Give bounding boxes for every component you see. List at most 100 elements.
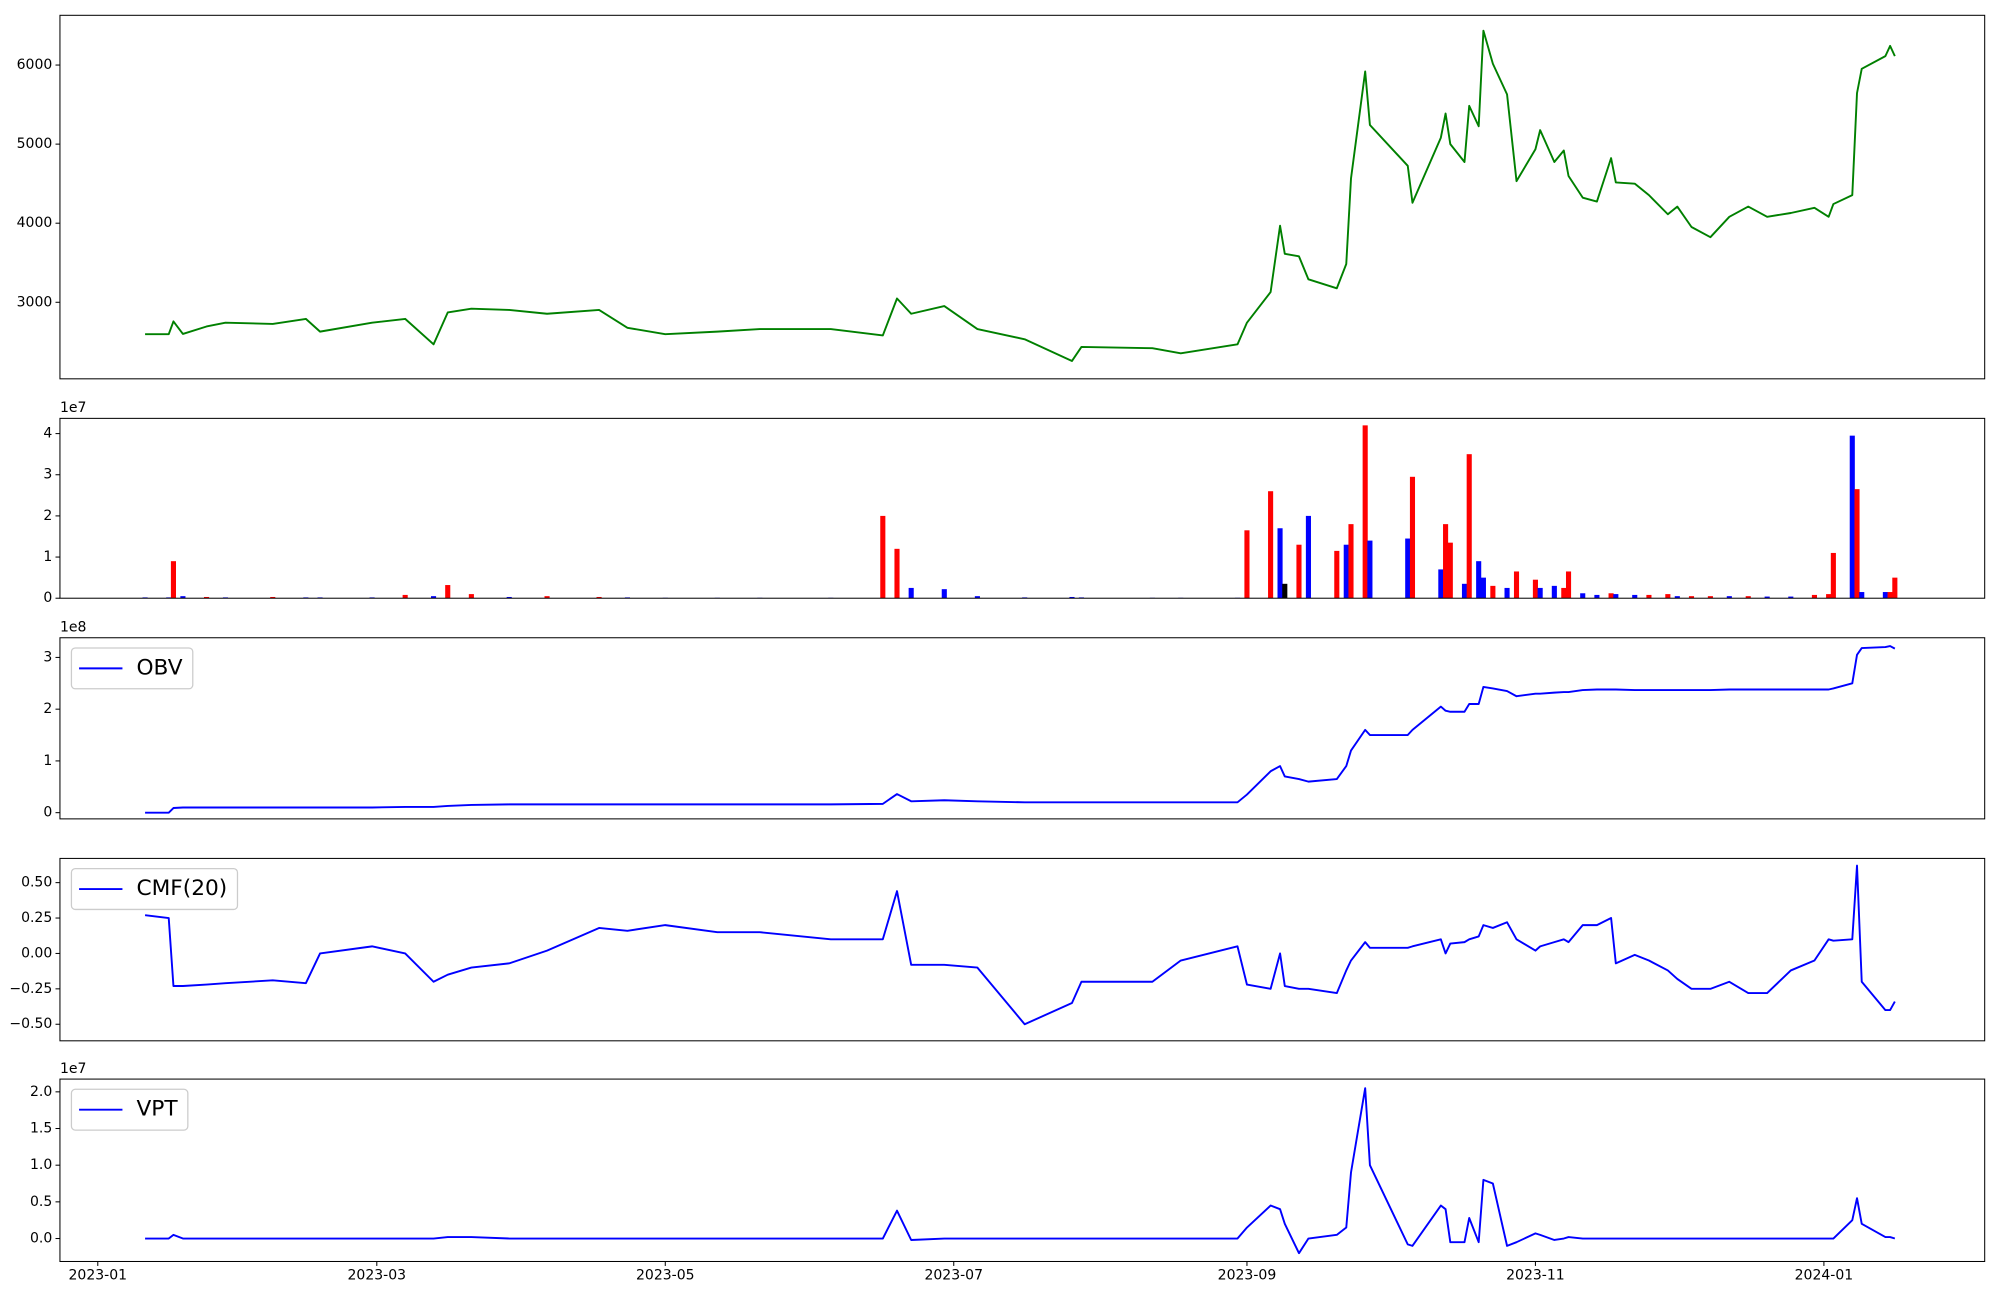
bar — [1504, 587, 1510, 599]
bar — [1707, 596, 1713, 599]
line — [145, 645, 1896, 814]
y-tick-label: 3000 — [17, 294, 53, 310]
bar — [1811, 594, 1817, 599]
bar — [204, 596, 210, 599]
x-tick-label: 2023-05 — [636, 1268, 695, 1284]
plot-frame — [59, 1078, 1986, 1262]
y-tick-label: 3 — [43, 467, 52, 483]
bar — [1296, 544, 1302, 599]
bar — [1409, 476, 1416, 599]
bar — [430, 596, 437, 599]
bar — [1069, 596, 1075, 599]
bar — [1764, 596, 1770, 599]
bar — [1892, 577, 1898, 599]
plot-frame — [59, 417, 1986, 599]
bar — [1674, 596, 1680, 599]
bar — [1826, 594, 1832, 599]
plot-area — [59, 418, 1985, 599]
bar — [1334, 550, 1340, 599]
bar — [1447, 542, 1453, 599]
line — [145, 1087, 1896, 1255]
bar — [908, 587, 914, 599]
offset-text: 1e7 — [60, 400, 86, 416]
y-tick-label: 0.25 — [21, 910, 52, 926]
y-tick-label: −0.25 — [9, 981, 52, 997]
legend-label: VPT — [136, 1097, 178, 1122]
bar — [1537, 587, 1543, 599]
bar — [1405, 538, 1411, 599]
x-tick-label: 2023-07 — [924, 1268, 983, 1284]
bar — [1613, 594, 1619, 599]
bar — [1282, 583, 1288, 599]
bar — [1561, 587, 1567, 599]
bar — [1665, 594, 1671, 599]
bar — [1882, 592, 1888, 599]
bar — [180, 596, 186, 599]
bar — [1830, 552, 1836, 599]
bar — [1490, 585, 1496, 599]
x-tick-label: 2023-03 — [348, 1268, 407, 1284]
legend-box — [70, 647, 194, 690]
y-tick-label: 1.5 — [30, 1121, 52, 1137]
bar — [1348, 524, 1354, 599]
bar — [1476, 561, 1482, 599]
bar — [1343, 544, 1349, 599]
y-tick-label: 6000 — [17, 57, 53, 73]
bar — [1565, 571, 1572, 599]
bar — [1849, 435, 1855, 599]
legend-label: OBV — [136, 655, 182, 680]
legend-box — [70, 867, 239, 911]
bar — [1305, 515, 1311, 599]
bar — [468, 594, 474, 599]
bar — [1632, 594, 1638, 599]
x-tick-label: 2023-01 — [69, 1268, 128, 1284]
bar — [1887, 592, 1893, 599]
legend-box — [70, 1088, 189, 1131]
plot-area — [59, 15, 1985, 379]
y-tick-label: 0.5 — [30, 1194, 52, 1210]
line — [145, 29, 1896, 362]
x-tick-label: 2023-09 — [1218, 1268, 1277, 1284]
legend: OBV — [70, 647, 194, 690]
plot-frame — [59, 637, 1986, 820]
bar — [506, 596, 512, 599]
bar — [544, 596, 550, 599]
bar — [1854, 489, 1860, 599]
bar — [1551, 585, 1557, 599]
y-tick-label: 0 — [43, 590, 52, 606]
y-tick-label: 0.00 — [21, 945, 52, 961]
bar — [1438, 569, 1444, 599]
legend: VPT — [70, 1088, 189, 1131]
bar — [1513, 571, 1520, 599]
offset-text: 1e8 — [60, 620, 86, 636]
bar — [1480, 577, 1486, 599]
legend: CMF(20) — [70, 867, 239, 911]
bar — [1859, 592, 1865, 599]
bar — [1688, 596, 1695, 599]
bar — [1788, 596, 1794, 599]
bar — [1745, 596, 1751, 599]
line — [144, 864, 1896, 1026]
offset-text: 1e7 — [60, 1061, 86, 1077]
y-tick-label: 1 — [43, 753, 52, 769]
bar — [1580, 593, 1586, 599]
bar — [1277, 528, 1283, 599]
y-tick-label: 1.0 — [30, 1157, 52, 1173]
plot-area — [59, 637, 1985, 819]
bar — [1443, 524, 1449, 599]
bar — [1362, 425, 1368, 599]
y-tick-label: 2 — [43, 701, 52, 717]
plot-area — [59, 1079, 1985, 1262]
bar — [1594, 594, 1600, 599]
bar — [1726, 596, 1732, 599]
y-tick-label: 4 — [43, 426, 52, 442]
y-tick-label: −0.50 — [9, 1016, 52, 1032]
bar — [1461, 583, 1468, 599]
y-tick-label: 0 — [43, 805, 52, 821]
y-tick-label: 1 — [43, 549, 52, 565]
bar — [1608, 593, 1614, 599]
y-tick-label: 4000 — [17, 215, 53, 231]
bar — [170, 561, 176, 599]
